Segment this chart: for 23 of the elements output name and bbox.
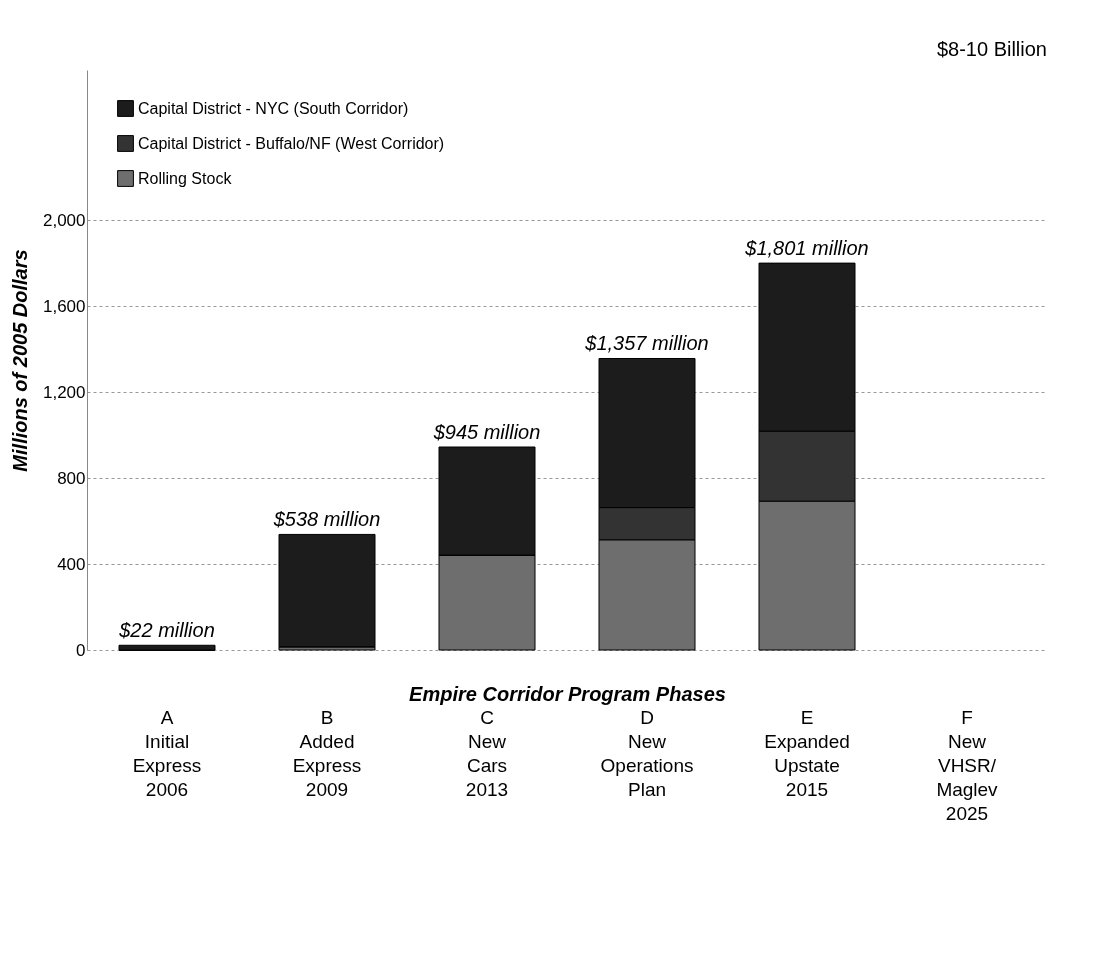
legend-label: Capital District - NYC (South Corridor) [138, 99, 409, 117]
legend-label: Capital District - Buffalo/NF (West Corridor) [138, 134, 445, 152]
x-tick-label: A Initial Express 2006 [132, 706, 202, 800]
total-label: $1,801 million [744, 237, 869, 260]
text: $8-10 Billion [936, 38, 1047, 60]
y-axis-title: Millions of 2005 Dollars [8, 249, 31, 472]
total-label: $1,357 million [584, 332, 709, 355]
y-tick-label: 0 [76, 640, 86, 660]
x-axis-title: Empire Corridor Program Phases [409, 682, 726, 705]
total-label: $945 million [432, 421, 541, 443]
y-tick-label: 800 [57, 468, 86, 488]
x-tick-label: C New Cars 2013 [465, 706, 509, 800]
y-tick-label: 2,000 [42, 210, 86, 230]
y-tick-label: 400 [57, 554, 86, 574]
x-tick-label: D New Operations Plan [600, 706, 694, 800]
x-tick-label: E Expanded Upstate 2015 [764, 706, 850, 800]
x-tick-label: F New VHSR/ Maglev 2025 [936, 706, 999, 824]
y-tick-label: 1,600 [42, 296, 86, 316]
y-tick-label: 1,200 [42, 382, 86, 402]
legend-label: Rolling Stock [138, 169, 233, 187]
x-tick-label: B Added Express 2009 [292, 706, 362, 800]
total-label: $538 million [272, 508, 381, 531]
total-label: $22 million [118, 619, 215, 642]
